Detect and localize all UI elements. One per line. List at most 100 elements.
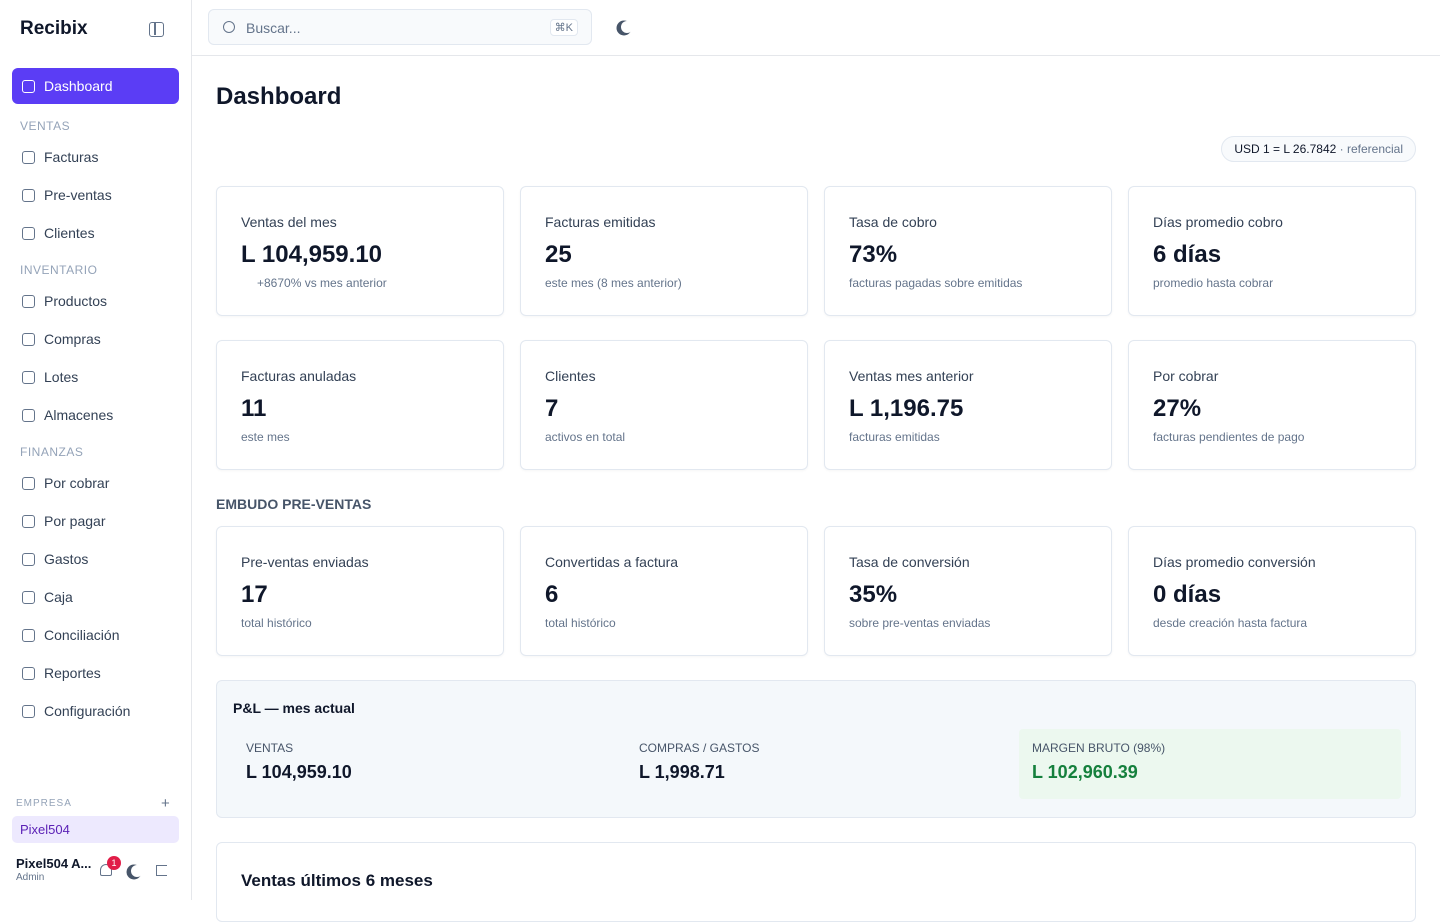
nav-label: Facturas: [44, 149, 99, 165]
stat-label: Convertidas a factura: [545, 554, 679, 570]
stat-note: facturas pagadas sobre emitidas: [849, 276, 1023, 290]
stat-note: desde creación hasta factura: [1153, 616, 1308, 630]
search[interactable]: Buscar... ⌘K: [208, 9, 592, 45]
company[interactable]: Pixel504: [12, 816, 179, 843]
section-title: VENTAS: [20, 119, 71, 133]
nav-label: Compras: [44, 331, 101, 347]
nav-label: Dashboard: [44, 78, 113, 94]
pl-label: VENTAS: [246, 741, 294, 755]
stat-value: L 104,959.10: [241, 241, 383, 268]
stat-label: Días promedio conversión: [1153, 554, 1316, 570]
stat-label: Por cobrar: [1153, 368, 1219, 384]
pl-value: L 102,960.39: [1032, 762, 1138, 782]
notifications[interactable]: [100, 864, 112, 876]
nav-item[interactable]: Facturas: [12, 139, 179, 175]
nav-item[interactable]: Por cobrar: [12, 465, 179, 501]
nav-item[interactable]: Clientes: [12, 215, 179, 251]
stat-card: Por cobrar 27% facturas pendientes de pago: [1128, 340, 1416, 470]
nav-item[interactable]: Por pagar: [12, 503, 179, 539]
topbar: Buscar... ⌘K: [192, 0, 1440, 56]
stat-note: total histórico: [545, 616, 616, 630]
nav-icon: [22, 189, 35, 202]
stat-note: facturas emitidas: [849, 430, 940, 444]
pl-item: MARGEN BRUTO (98%) L 102,960.39: [1019, 729, 1401, 799]
stat-card: Clientes 7 activos en total: [520, 340, 808, 470]
stat-card: Facturas emitidas 25 este mes (8 mes anter…: [520, 186, 808, 316]
stat-value: 11: [241, 395, 267, 422]
exchange-rate: USD 1 = L 26.7842 · referencial: [1221, 136, 1416, 162]
stat-note: promedio hasta cobrar: [1153, 276, 1274, 290]
nav-item[interactable]: Dashboard: [12, 68, 179, 104]
nav-item[interactable]: Almacenes: [12, 397, 179, 433]
theme-toggle[interactable]: [131, 865, 143, 877]
nav-item[interactable]: Gastos: [12, 541, 179, 577]
nav-item[interactable]: Compras: [12, 321, 179, 357]
stat-card: Tasa de cobro 73% facturas pagadas sobre e…: [824, 186, 1112, 316]
pl-panel: P&L — mes actual VENTAS L 104,959.10 COMPR…: [216, 680, 1416, 818]
stat-card: Días promedio cobro 6 días promedio hasta …: [1128, 186, 1416, 316]
nav-item[interactable]: Reportes: [12, 655, 179, 691]
nav-item[interactable]: Pre-ventas: [12, 177, 179, 213]
stat-note: activos en total: [545, 430, 626, 444]
nav-label: Clientes: [44, 225, 95, 241]
nav-icon: [22, 515, 35, 528]
rate: USD 1 = L 26.7842: [1234, 142, 1337, 156]
company-label: EMPRESA: [16, 798, 72, 809]
nav-item[interactable]: Caja: [12, 579, 179, 615]
nav-label: Productos: [44, 293, 108, 309]
nav-icon: [22, 80, 35, 93]
nav-item[interactable]: Configuración: [12, 693, 179, 729]
stat-card: Facturas anuladas 11 este mes: [216, 340, 504, 470]
nav-item[interactable]: Lotes: [12, 359, 179, 395]
section-title: FINANZAS: [20, 445, 84, 459]
stat-value: 0 días: [1153, 581, 1222, 608]
search-icon: [223, 21, 235, 33]
nav-icon: [22, 295, 35, 308]
sidebar: Recibix EMPRESA + Pixel504 Pixel504 A...…: [0, 0, 192, 900]
nav-label: Gastos: [44, 551, 89, 567]
stat-value: 25: [545, 241, 572, 268]
stat-note: este mes: [241, 430, 290, 444]
nav-item[interactable]: Productos: [12, 283, 179, 319]
shortcut: ⌘K: [549, 19, 578, 36]
nav-label: Pre-ventas: [44, 187, 112, 203]
collapse-button[interactable]: [149, 22, 164, 37]
nav-label: Por pagar: [44, 513, 106, 529]
stat-note: facturas pendientes de pago: [1153, 430, 1305, 444]
stat-value: 7: [545, 395, 559, 422]
stat-value: 6: [545, 581, 559, 608]
stat-label: Clientes: [545, 368, 596, 384]
nav-icon: [22, 629, 35, 642]
stat-label: Ventas del mes: [241, 214, 337, 230]
theme-toggle[interactable]: [621, 21, 633, 33]
stat-note: este mes (8 mes anterior): [545, 276, 682, 290]
stat-value: 73%: [849, 241, 898, 268]
add-company[interactable]: +: [161, 795, 170, 812]
rate-note: · referencial: [1339, 142, 1403, 156]
notification-badge: 1: [107, 856, 121, 870]
stat-value: 27%: [1153, 395, 1202, 422]
nav-icon: [22, 705, 35, 718]
nav-label: Por cobrar: [44, 475, 110, 491]
page-title: Dashboard: [216, 83, 342, 110]
pl-value: L 104,959.10: [246, 762, 352, 782]
stat-note: +8670% vs mes anterior: [257, 276, 387, 290]
pl-label: COMPRAS / GASTOS: [639, 741, 760, 755]
pl-label: MARGEN BRUTO (98%): [1032, 741, 1166, 755]
nav-item[interactable]: Conciliación: [12, 617, 179, 653]
stat-card: Convertidas a factura 6 total histórico: [520, 526, 808, 656]
user-name: Pixel504 A...: [16, 856, 92, 871]
nav-label: Reportes: [44, 665, 101, 681]
nav-icon: [22, 667, 35, 680]
stat-label: Tasa de cobro: [849, 214, 937, 230]
nav-label: Conciliación: [44, 627, 120, 643]
stat-note: total histórico: [241, 616, 312, 630]
logout[interactable]: [156, 865, 167, 876]
nav-icon: [22, 477, 35, 490]
nav-icon: [22, 409, 35, 422]
stat-card: Días promedio conversión 0 días desde crea…: [1128, 526, 1416, 656]
stat-label: Pre-ventas enviadas: [241, 554, 369, 570]
stat-label: Facturas anuladas: [241, 368, 357, 384]
pl-title: P&L — mes actual: [233, 700, 355, 716]
